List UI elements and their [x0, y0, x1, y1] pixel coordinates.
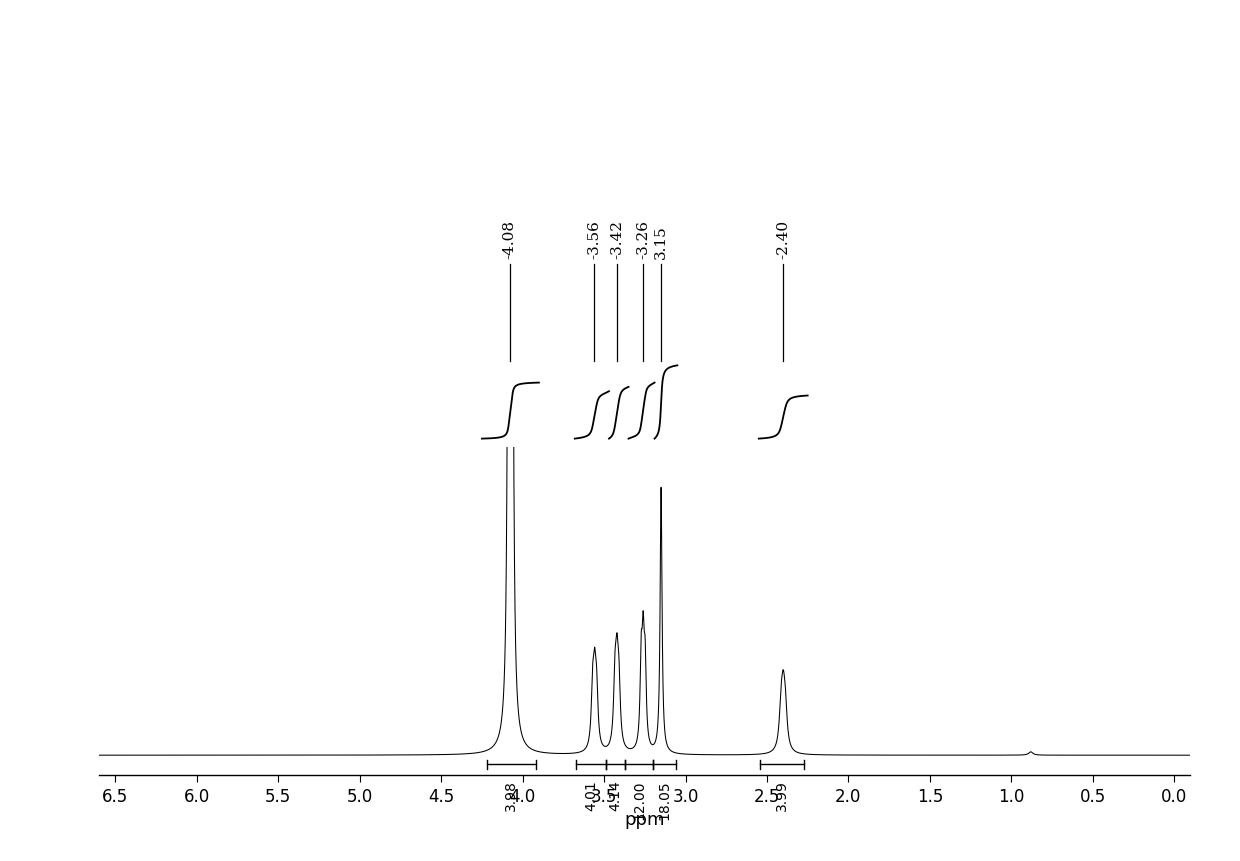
Text: 3.99: 3.99 [775, 780, 790, 810]
Text: 4.14: 4.14 [609, 780, 622, 810]
Text: 12.00: 12.00 [632, 780, 646, 819]
Text: -3.26: -3.26 [636, 220, 650, 258]
Text: -3.56: -3.56 [588, 220, 601, 258]
X-axis label: ppm: ppm [625, 810, 665, 828]
Text: 3.98: 3.98 [505, 780, 518, 810]
Text: -2.40: -2.40 [776, 220, 790, 258]
Text: 3.15: 3.15 [653, 225, 668, 258]
Text: 18.05: 18.05 [657, 780, 671, 819]
Text: -4.08: -4.08 [502, 220, 517, 258]
Text: -3.42: -3.42 [610, 220, 624, 258]
Text: 4.01: 4.01 [584, 780, 598, 810]
